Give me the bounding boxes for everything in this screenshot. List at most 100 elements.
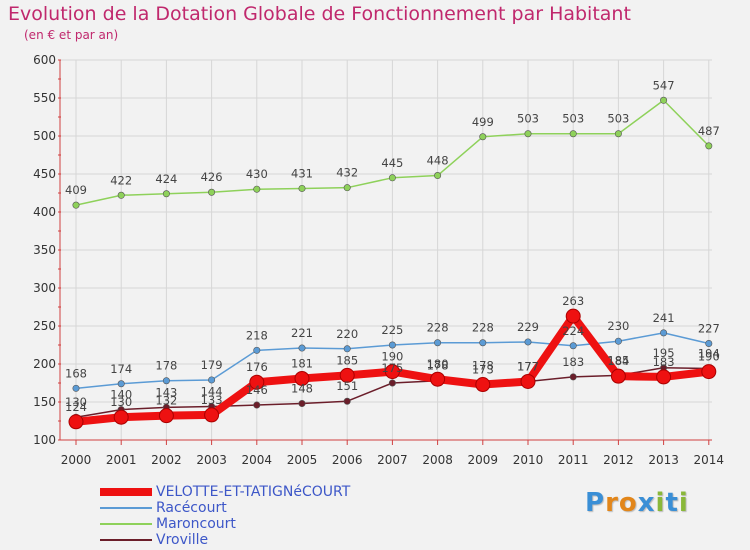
data-label: 448 xyxy=(427,154,449,168)
data-point xyxy=(520,373,536,389)
x-tick-label: 2001 xyxy=(106,453,137,467)
data-point xyxy=(117,191,125,199)
data-label: 124 xyxy=(65,400,87,414)
data-label: 430 xyxy=(246,167,268,181)
data-point xyxy=(388,341,396,349)
data-point xyxy=(294,370,310,386)
data-point xyxy=(569,373,577,381)
data-label: 503 xyxy=(607,112,629,126)
x-tick-label: 2014 xyxy=(694,453,725,467)
data-point xyxy=(524,130,532,138)
data-label: 503 xyxy=(562,112,584,126)
data-point xyxy=(117,380,125,388)
x-tick-label: 2004 xyxy=(242,453,273,467)
data-point xyxy=(204,407,220,423)
data-label: 499 xyxy=(472,115,494,129)
data-label: 173 xyxy=(472,363,494,377)
data-label: 148 xyxy=(291,382,313,396)
data-point xyxy=(162,190,170,198)
data-point xyxy=(705,142,713,150)
data-label: 445 xyxy=(381,156,403,170)
data-label: 218 xyxy=(246,328,268,342)
line-chart: 100 150 200 250 300 350 400 450 500 550 600 2000 200… xyxy=(33,53,725,467)
x-tick-label: 2012 xyxy=(603,453,634,467)
data-label: 547 xyxy=(653,78,675,92)
data-point xyxy=(253,346,261,354)
x-tick-label: 2006 xyxy=(332,453,363,467)
data-point xyxy=(343,397,351,405)
data-point xyxy=(610,368,626,384)
data-point xyxy=(705,339,713,347)
legend-label-velotte: VELOTTE-ET-TATIGNéCOURT xyxy=(156,484,351,500)
data-point xyxy=(569,130,577,138)
data-label: 140 xyxy=(110,388,132,402)
data-label: 179 xyxy=(201,358,223,372)
data-point xyxy=(249,374,265,390)
x-tick-label: 2013 xyxy=(648,453,679,467)
legend-swatch-maroncourt xyxy=(100,523,152,525)
data-point xyxy=(339,367,355,383)
data-point xyxy=(343,345,351,353)
data-label: 241 xyxy=(653,311,675,325)
chart-subtitle: (en € et par an) xyxy=(24,28,119,42)
x-tick-label: 2011 xyxy=(558,453,589,467)
y-tick-label: 400 xyxy=(33,205,56,219)
data-label: 177 xyxy=(517,359,539,373)
data-label: 432 xyxy=(336,166,358,180)
data-label: 263 xyxy=(562,294,584,308)
data-label: 178 xyxy=(472,359,494,373)
data-point xyxy=(434,172,442,180)
logo-letter: P xyxy=(585,488,606,518)
data-point xyxy=(524,338,532,346)
data-label: 409 xyxy=(65,183,87,197)
data-point xyxy=(479,133,487,141)
data-label: 426 xyxy=(201,170,223,184)
data-label: 178 xyxy=(427,359,449,373)
data-point xyxy=(660,329,668,337)
logo-letter: i xyxy=(655,488,666,518)
data-label: 183 xyxy=(653,355,675,369)
y-tick-label: 200 xyxy=(33,357,56,371)
x-tick-label: 2009 xyxy=(468,453,499,467)
data-point xyxy=(614,130,622,138)
data-point xyxy=(208,376,216,384)
data-label: 220 xyxy=(336,327,358,341)
data-label: 130 xyxy=(110,395,132,409)
data-point xyxy=(158,408,174,424)
logo-letter: o xyxy=(618,488,638,518)
legend-label-maroncourt: Maroncourt xyxy=(156,516,236,532)
logo-letter: i xyxy=(678,488,689,518)
logo-letter: t xyxy=(665,488,679,518)
data-label: 180 xyxy=(427,357,449,371)
data-point xyxy=(656,369,672,385)
y-tick-label: 100 xyxy=(33,433,56,447)
data-label: 503 xyxy=(517,112,539,126)
data-label: 184 xyxy=(607,354,629,368)
data-point xyxy=(430,371,446,387)
data-label: 230 xyxy=(607,319,629,333)
data-label: 424 xyxy=(155,172,177,186)
legend-swatch-racecourt xyxy=(100,507,152,509)
data-label: 190 xyxy=(381,350,403,364)
data-label: 487 xyxy=(698,124,720,138)
x-tick-label: 2010 xyxy=(513,453,544,467)
data-point xyxy=(388,379,396,387)
data-label: 195 xyxy=(653,346,675,360)
x-tick-label: 2002 xyxy=(151,453,182,467)
data-point xyxy=(475,377,491,393)
x-tick-label: 2003 xyxy=(196,453,227,467)
y-tick-label: 500 xyxy=(33,129,56,143)
data-label: 431 xyxy=(291,166,313,180)
data-point xyxy=(72,201,80,209)
data-point xyxy=(565,308,581,324)
data-point xyxy=(253,401,261,409)
legend-swatch-vroville xyxy=(100,539,152,541)
data-label: 185 xyxy=(336,353,358,367)
data-point xyxy=(614,337,622,345)
data-point xyxy=(72,384,80,392)
logo-letter: x xyxy=(637,488,656,518)
legend-label-racecourt: Racécourt xyxy=(156,500,227,516)
legend-label-vroville: Vroville xyxy=(156,532,209,548)
data-label: 181 xyxy=(291,356,313,370)
x-tick-label: 2005 xyxy=(287,453,318,467)
